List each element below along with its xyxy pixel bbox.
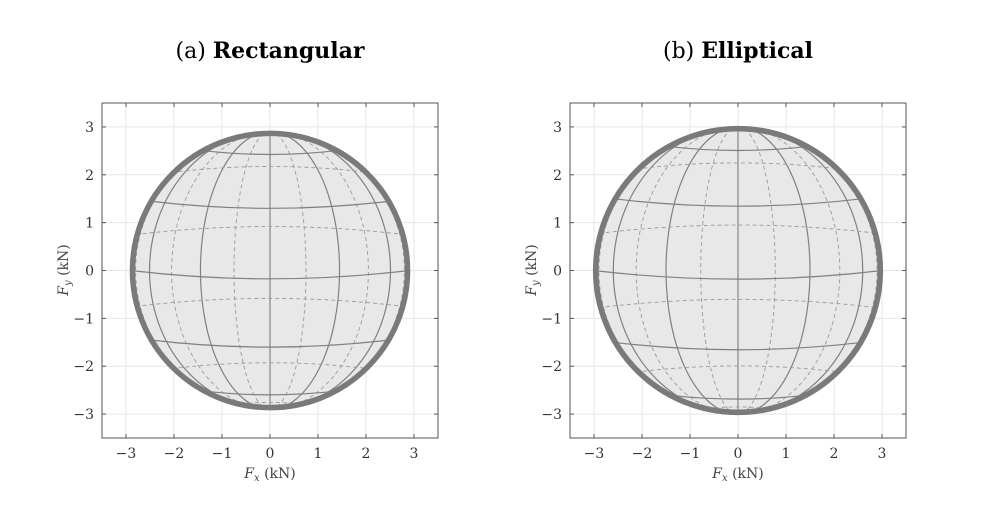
- x-tick-label: 2: [362, 446, 371, 462]
- y-axis-label-unit: (kN): [524, 244, 540, 280]
- y-tick-label: −1: [541, 311, 562, 327]
- panel-title-name: Elliptical: [701, 38, 813, 64]
- panel-title-name: Rectangular: [213, 38, 365, 64]
- y-tick-label: 1: [553, 216, 562, 232]
- x-tick-label: 3: [878, 446, 887, 462]
- y-tick-label: 1: [85, 216, 94, 232]
- parallel-curve: [149, 339, 391, 348]
- y-tick-label: −3: [73, 407, 94, 423]
- x-axis-label-sub: x: [722, 473, 728, 484]
- x-axis-label: Fx (kN): [243, 466, 295, 484]
- parallel-curve: [613, 198, 863, 207]
- meridian-curve: [635, 126, 739, 415]
- panel-title: (a) Rectangular: [176, 38, 365, 64]
- panel-title-prefix: (b): [663, 39, 694, 64]
- parallel-curve: [149, 200, 391, 209]
- x-tick-label: 3: [410, 446, 419, 462]
- parallel-curve: [636, 365, 840, 373]
- y-tick-label: 2: [85, 168, 94, 184]
- y-tick-label: −2: [73, 359, 94, 375]
- y-tick-label: 3: [553, 120, 562, 136]
- x-axis-label: Fx (kN): [711, 466, 763, 484]
- meridian-curve: [737, 126, 776, 415]
- parallel-curve: [598, 298, 878, 309]
- x-tick-label: −2: [164, 446, 185, 462]
- envelope-ring: [596, 129, 880, 412]
- y-axis-label-sub: y: [531, 280, 542, 287]
- y-axis-label: Fy (kN): [524, 244, 542, 296]
- y-axis-label-var: F: [524, 285, 540, 297]
- parallel-curve: [171, 362, 369, 370]
- y-axis-label: Fy (kN): [56, 244, 74, 296]
- y-tick-label: −3: [541, 407, 562, 423]
- parallel-curve: [135, 297, 405, 307]
- panel-title-prefix: (a): [176, 39, 206, 64]
- x-tick-label: 1: [782, 446, 791, 462]
- parallel-curve: [636, 162, 840, 170]
- parallel-curve: [200, 149, 340, 156]
- parallel-curve: [665, 394, 811, 400]
- x-tick-label: −1: [680, 446, 701, 462]
- y-axis-label-var: F: [56, 285, 72, 297]
- parallel-curve: [130, 269, 410, 280]
- parallel-curve: [665, 145, 811, 152]
- x-tick-label: 0: [266, 446, 275, 462]
- x-tick-label: −1: [212, 446, 233, 462]
- x-tick-label: −2: [632, 446, 653, 462]
- x-axis-label-unit: (kN): [260, 466, 296, 482]
- parallel-curve: [700, 406, 776, 410]
- meridian-curve: [269, 131, 307, 410]
- parallel-curve: [593, 269, 883, 280]
- x-tick-label: −3: [116, 446, 137, 462]
- y-tick-label: 2: [553, 168, 562, 184]
- parallel-curve: [135, 226, 405, 236]
- x-axis-label-var: F: [711, 466, 723, 482]
- x-axis-label-sub: x: [254, 473, 260, 484]
- x-tick-label: 2: [830, 446, 839, 462]
- y-tick-label: 3: [85, 120, 94, 136]
- meridian-curve: [700, 126, 739, 415]
- plot-area: −3 −2 −1 0 1 2 3 −3 −2 −1 0 1 2 3: [73, 102, 439, 462]
- parallel-curve: [613, 341, 863, 351]
- y-tick-label: 0: [85, 264, 94, 280]
- y-axis-label-unit: (kN): [56, 244, 72, 280]
- meridian-curve: [233, 131, 271, 410]
- parallel-curve: [200, 390, 340, 396]
- x-tick-label: −3: [584, 446, 605, 462]
- y-tick-label: −1: [73, 311, 94, 327]
- x-axis-label-var: F: [243, 466, 255, 482]
- y-tick-label: −2: [541, 359, 562, 375]
- panel-elliptical: (b) Elliptical −3 −2 −1 0 1 2 3 −3 −2 −1 0 1 2 3 Fx (…: [524, 38, 907, 484]
- meridian-curve: [737, 126, 841, 415]
- panel-rectangular: (a) Rectangular −3 −2 −1 0 1 2 3 −3 −2 −1 0 1 2 3 Fx …: [56, 38, 439, 484]
- plot-area: −3 −2 −1 0 1 2 3 −3 −2 −1 0 1 2 3: [541, 102, 907, 462]
- x-tick-label: 0: [734, 446, 743, 462]
- y-axis-label-sub: y: [63, 280, 74, 287]
- parallel-curve: [598, 224, 878, 234]
- y-tick-label: 0: [553, 264, 562, 280]
- x-tick-label: 1: [314, 446, 323, 462]
- envelope-ring: [133, 133, 407, 408]
- panel-title: (b) Elliptical: [663, 38, 813, 64]
- parallel-curve: [171, 166, 369, 173]
- x-axis-label-unit: (kN): [728, 466, 764, 482]
